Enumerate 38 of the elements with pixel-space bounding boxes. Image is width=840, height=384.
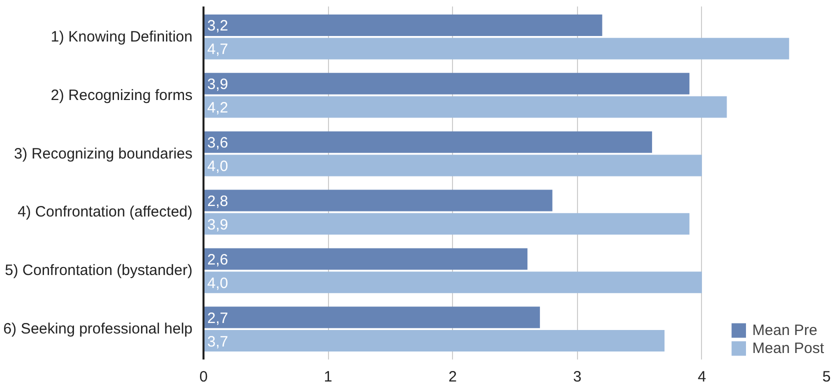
bar [204, 248, 528, 270]
data-label: 4,2 [207, 100, 228, 117]
x-tick-label: 0 [199, 368, 208, 384]
bar [204, 213, 690, 235]
bar [204, 154, 702, 176]
bar [204, 190, 552, 212]
bar [204, 14, 602, 36]
bar [204, 72, 690, 94]
legend-label: Mean Post [752, 340, 824, 356]
data-label: 2,8 [207, 193, 228, 210]
bar [204, 306, 540, 328]
data-label: 2,6 [207, 251, 228, 268]
data-label: 3,2 [207, 18, 228, 35]
y-tick-label: 4) Confrontation (affected) [18, 204, 193, 221]
data-label: 4,0 [207, 274, 228, 292]
data-label: 3,7 [207, 333, 228, 350]
legend-label: Mean Pre [752, 322, 818, 338]
data-label: 3,9 [207, 76, 228, 94]
x-tick-label: 4 [698, 368, 706, 384]
bar [204, 38, 790, 60]
y-tick-label: 6) Seeking professional help [3, 320, 193, 338]
x-tick-label: 5 [822, 368, 831, 384]
bar [204, 96, 727, 118]
x-tick-label: 1 [324, 368, 332, 384]
bar [204, 272, 702, 294]
data-label: 4,0 [207, 158, 228, 175]
data-label: 3,9 [207, 216, 228, 234]
y-tick-label: 2) Recognizing forms [50, 86, 193, 104]
bar [204, 131, 652, 153]
bar [204, 330, 665, 352]
data-label: 3,6 [207, 134, 228, 152]
x-tick-label: 3 [573, 368, 582, 384]
y-tick-label: 1) Knowing Definition [50, 28, 193, 46]
y-tick-label: 5) Confrontation (bystander) [4, 262, 193, 280]
data-label: 2,7 [207, 310, 228, 327]
x-tick-label: 2 [448, 368, 457, 384]
data-label: 4,7 [207, 41, 228, 58]
y-tick-label: 3) Recognizing boundaries [14, 145, 193, 162]
